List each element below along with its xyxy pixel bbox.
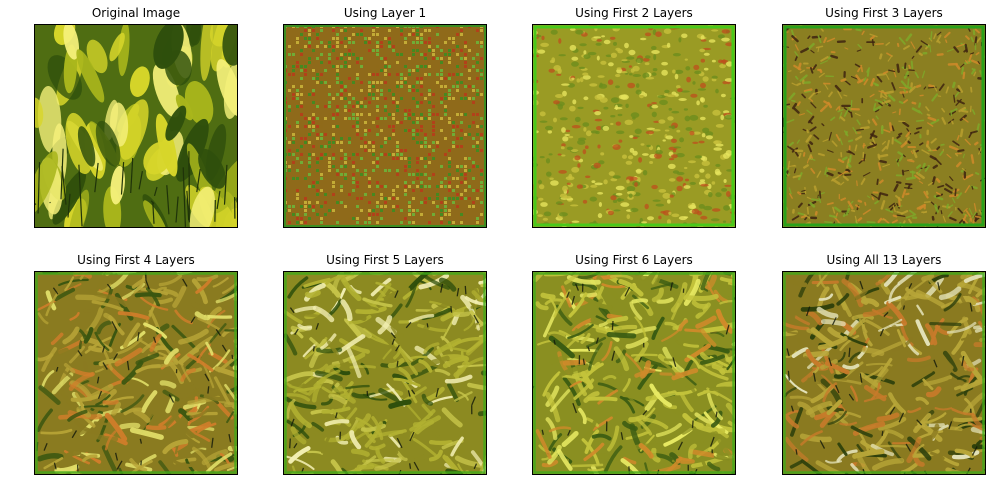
- panel-title: Using All 13 Layers: [826, 253, 942, 267]
- panel-image: [532, 271, 736, 475]
- texture-image: [783, 25, 985, 227]
- texture-image: [284, 272, 486, 474]
- panel-title: Using First 3 Layers: [825, 6, 943, 20]
- texture-image: [35, 272, 237, 474]
- texture-image: [35, 25, 237, 227]
- texture-image: [783, 272, 985, 474]
- texture-image: [533, 272, 735, 474]
- panel-title: Original Image: [91, 6, 181, 20]
- texture-image: [533, 25, 735, 227]
- panel-title: Using Layer 1: [343, 6, 427, 20]
- panel-image: [782, 271, 986, 475]
- panel-title: Using First 6 Layers: [575, 253, 693, 267]
- panel-image: [34, 271, 238, 475]
- panel-title: Using First 4 Layers: [77, 253, 195, 267]
- panel-image: [283, 271, 487, 475]
- panel-title: Using First 5 Layers: [326, 253, 444, 267]
- panel-image: [34, 24, 238, 228]
- texture-image: [284, 25, 486, 227]
- panel-image: [283, 24, 487, 228]
- panel-title: Using First 2 Layers: [575, 6, 693, 20]
- panel-image: [532, 24, 736, 228]
- panel-image: [782, 24, 986, 228]
